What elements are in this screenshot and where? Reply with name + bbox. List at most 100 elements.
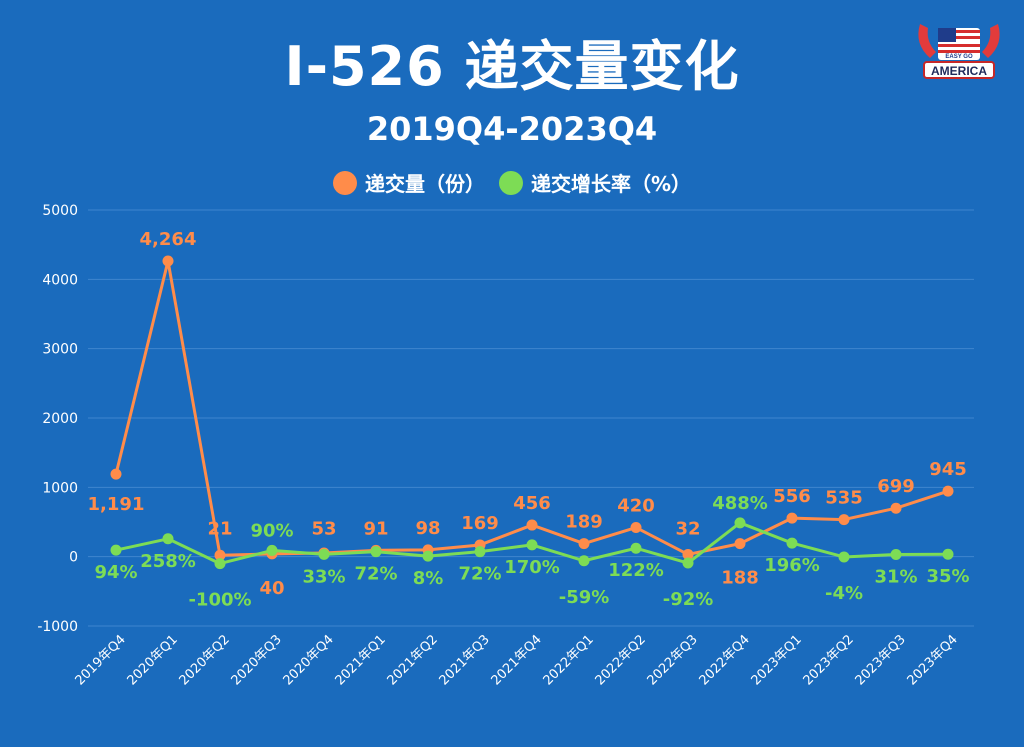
data-label-growth: 488%: [712, 493, 768, 514]
data-point-series-0: [838, 514, 850, 526]
data-point-series-1: [890, 549, 902, 561]
data-label-growth: -4%: [825, 583, 863, 604]
data-point-series-1: [630, 542, 642, 554]
data-point-series-0: [162, 255, 174, 267]
data-point-series-1: [266, 544, 278, 556]
data-point-series-0: [942, 485, 954, 497]
data-label-growth: 31%: [874, 567, 917, 588]
y-tick-label: 3000: [42, 342, 78, 358]
logo-flag-stripe: [938, 50, 980, 53]
data-point-series-1: [942, 548, 954, 560]
data-label-volume: 189: [565, 512, 603, 533]
data-label-growth: 35%: [926, 566, 969, 587]
x-tick-label: 2023年Q4: [905, 632, 961, 688]
data-label-growth: 72%: [458, 564, 501, 585]
legend-label-volume: 递交量（份）: [364, 172, 485, 196]
data-point-series-1: [526, 539, 538, 551]
data-label-volume: 699: [877, 476, 915, 497]
chart-subtitle: 2019Q4-2023Q4: [366, 110, 658, 148]
data-label-volume: 91: [363, 518, 388, 539]
data-point-series-1: [734, 517, 746, 529]
data-label-volume: 169: [461, 513, 499, 534]
x-tick-label: 2020年Q3: [229, 632, 285, 688]
y-tick-label: 1000: [42, 480, 78, 496]
data-point-series-0: [734, 538, 746, 550]
data-point-series-0: [110, 468, 122, 480]
x-tick-label: 2022年Q3: [645, 632, 701, 688]
logo-flag-canton: [938, 28, 956, 42]
data-label-volume: 53: [311, 519, 336, 540]
data-label-growth: 90%: [250, 520, 293, 541]
data-point-series-1: [110, 544, 122, 556]
data-point-series-1: [370, 546, 382, 558]
easy-go-america-logo: EASY GO AMERICA: [918, 24, 1000, 79]
data-label-volume: 21: [207, 519, 232, 540]
data-label-volume: 188: [721, 568, 759, 589]
x-tick-label: 2019年Q4: [73, 632, 129, 688]
x-tick-label: 2020年Q1: [125, 632, 181, 688]
x-tick-label: 2022年Q1: [541, 632, 597, 688]
data-label-growth: 258%: [140, 551, 196, 572]
data-point-series-1: [214, 558, 226, 570]
y-tick-label: 0: [69, 550, 78, 566]
data-label-volume: 535: [825, 488, 863, 509]
data-point-series-1: [838, 551, 850, 563]
x-tick-label: 2020年Q4: [281, 632, 337, 688]
data-point-series-0: [526, 519, 538, 531]
y-tick-label: -1000: [37, 619, 78, 635]
data-label-volume: 32: [675, 519, 700, 540]
data-point-series-1: [578, 555, 590, 567]
data-point-series-1: [474, 546, 486, 558]
data-label-growth: 122%: [608, 560, 664, 581]
data-label-growth: 8%: [413, 568, 444, 589]
data-label-volume: 1,191: [88, 494, 145, 515]
data-label-volume: 456: [513, 493, 551, 514]
x-tick-label: 2022年Q2: [593, 632, 649, 688]
data-label-growth: -59%: [559, 587, 610, 608]
y-tick-label: 2000: [42, 411, 78, 427]
data-label-growth: -100%: [188, 590, 251, 611]
data-point-series-1: [682, 557, 694, 569]
data-point-series-0: [682, 548, 694, 560]
x-tick-label: 2023年Q1: [749, 632, 805, 688]
x-tick-label: 2021年Q4: [489, 632, 545, 688]
chart-legend: 递交量（份） 递交增长率（%）: [0, 168, 1024, 197]
logo-wing-left: [918, 24, 936, 58]
data-label-volume: 420: [617, 496, 655, 517]
chart-title: I-526 递交量变化: [284, 35, 740, 98]
logo-flag-stripe: [938, 44, 980, 47]
x-tick-label: 2023年Q3: [853, 632, 909, 688]
data-label-growth: 196%: [764, 555, 820, 576]
logo-flag-stripe: [956, 30, 980, 33]
data-label-volume: 40: [259, 578, 284, 599]
legend-swatch-volume: [332, 170, 357, 195]
logo-top-text: EASY GO: [945, 54, 973, 60]
data-point-series-0: [890, 502, 902, 514]
data-point-series-0: [578, 538, 590, 550]
data-point-series-1: [318, 548, 330, 560]
data-point-series-1: [162, 533, 174, 545]
y-tick-label: 5000: [42, 203, 78, 219]
x-tick-label: 2022年Q4: [697, 632, 753, 688]
data-label-volume: 98: [415, 518, 440, 539]
data-point-series-1: [786, 537, 798, 549]
legend-label-growth: 递交增长率（%）: [530, 172, 692, 196]
logo-main-text: AMERICA: [931, 64, 987, 78]
data-label-growth: 72%: [354, 564, 397, 585]
data-label-volume: 945: [929, 459, 967, 480]
logo-banner: [923, 61, 995, 79]
data-label-volume: 4,264: [140, 229, 197, 250]
x-tick-label: 2020年Q2: [177, 632, 233, 688]
data-label-growth: 94%: [94, 562, 137, 583]
data-point-series-0: [786, 512, 798, 524]
logo-wing-right: [982, 24, 1000, 58]
data-label-growth: 33%: [302, 566, 345, 587]
legend-item-growth: 递交增长率（%）: [498, 168, 692, 197]
x-tick-label: 2021年Q2: [385, 632, 441, 688]
data-point-series-0: [630, 522, 642, 534]
legend-swatch-growth: [498, 170, 523, 195]
y-tick-label: 4000: [42, 272, 78, 288]
x-tick-label: 2021年Q1: [333, 632, 389, 688]
legend-item-volume: 递交量（份）: [332, 168, 485, 197]
